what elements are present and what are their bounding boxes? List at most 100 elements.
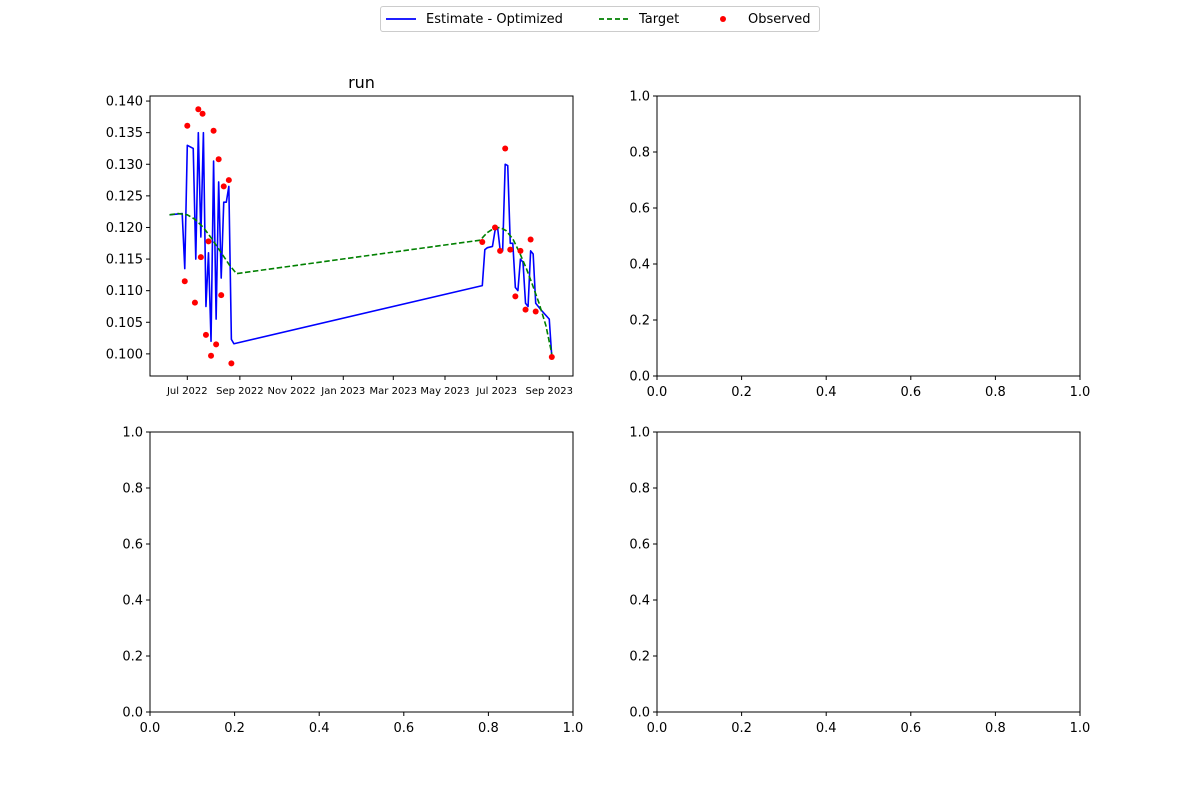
observed-point xyxy=(184,122,191,129)
y-tick-label: 0.4 xyxy=(629,258,650,273)
chart-bottom-right: 0.0 0.2 0.4 0.6 0.8 1.0 0.0 0.2 0.4 0.6 0.8 1.0 xyxy=(629,426,1090,737)
observed-point xyxy=(202,331,209,338)
y-tick-label: 0.120 xyxy=(106,221,143,236)
observed-point xyxy=(517,247,524,254)
observed-point xyxy=(527,236,534,243)
y-tick-label: 1.0 xyxy=(629,426,650,441)
chart-bottom-left: 0.0 0.2 0.4 0.6 0.8 1.0 0.0 0.2 0.4 0.6 0.8 1.0 xyxy=(122,426,583,737)
observed-point xyxy=(205,238,212,245)
x-tick-label: 0.4 xyxy=(309,721,330,736)
observed-point xyxy=(492,224,499,231)
legend-label: Observed xyxy=(748,11,811,27)
y-tick-label: 0.105 xyxy=(106,316,143,331)
y-tick-label: 0.4 xyxy=(122,594,143,609)
y-tick-label: 0.0 xyxy=(629,370,650,385)
x-tick-label: Mar 2023 xyxy=(370,386,418,397)
y-tick-label: 0.8 xyxy=(122,482,143,497)
x-tick-label: 1.0 xyxy=(1070,385,1091,400)
y-tick-label: 0.2 xyxy=(122,650,143,665)
observed-point xyxy=(181,278,188,285)
series-estimate xyxy=(169,131,553,358)
y-tick-label: 0.6 xyxy=(629,538,650,553)
observed-point xyxy=(208,352,215,359)
target-line xyxy=(169,212,553,355)
x-tick-label: 0.0 xyxy=(140,721,161,736)
chart-title: run xyxy=(348,73,375,92)
observed-point xyxy=(220,183,227,190)
observed-point xyxy=(199,110,206,117)
y-tick-label: 0.140 xyxy=(106,95,143,110)
y-tick-label: 0.6 xyxy=(122,538,143,553)
x-tick-label: Sep 2022 xyxy=(216,386,263,397)
x-tick-label: 0.6 xyxy=(900,721,921,736)
x-tick-label: 0.8 xyxy=(478,721,499,736)
legend: Estimate - Optimized Target Observed xyxy=(380,6,820,32)
observed-point xyxy=(228,360,235,367)
x-tick-label: Jul 2022 xyxy=(166,386,208,397)
observed-point xyxy=(532,308,539,315)
x-tick-label: 0.6 xyxy=(900,385,921,400)
y-tick-label: 0.0 xyxy=(122,706,143,721)
x-tick-label: Jan 2023 xyxy=(320,386,365,397)
x-tick-label: 0.2 xyxy=(224,721,245,736)
observed-point xyxy=(225,177,232,184)
observed-point xyxy=(479,239,486,246)
x-tick-label: 0.4 xyxy=(816,385,837,400)
legend-item-target: Target xyxy=(599,11,679,27)
observed-point xyxy=(512,293,519,300)
x-tick-label: May 2023 xyxy=(420,386,469,397)
y-tick-label: 0.8 xyxy=(629,146,650,161)
observed-point xyxy=(497,247,504,254)
y-tick-label: 0.125 xyxy=(106,189,143,204)
x-tick-label: 0.2 xyxy=(731,721,752,736)
x-tick-label: Nov 2022 xyxy=(267,386,315,397)
y-tick-label: 0.130 xyxy=(106,158,143,173)
legend-label: Estimate - Optimized xyxy=(426,11,563,27)
chart-run: run 0.100 0.105 0.110 0.115 0.120 0.125 0.130 0.… xyxy=(106,73,574,397)
x-tick-label: 0.8 xyxy=(985,385,1006,400)
legend-dashed-line-icon xyxy=(599,18,629,20)
axes-frame xyxy=(149,431,574,713)
legend-item-observed: Observed xyxy=(708,11,811,27)
y-tick-label: 1.0 xyxy=(122,426,143,441)
estimate-line xyxy=(169,131,553,358)
y-tick-label: 1.0 xyxy=(629,90,650,105)
legend-item-estimate: Estimate - Optimized xyxy=(386,11,563,27)
observed-point xyxy=(191,299,198,306)
observed-point xyxy=(507,246,514,253)
observed-point xyxy=(210,127,217,134)
y-tick-label: 0.2 xyxy=(629,650,650,665)
x-tick-label: 0.0 xyxy=(647,721,668,736)
observed-point xyxy=(215,156,222,163)
y-tick-label: 0.6 xyxy=(629,202,650,217)
y-tick-label: 0.110 xyxy=(106,284,143,299)
chart-top-right: 0.0 0.2 0.4 0.6 0.8 1.0 0.0 0.2 0.4 0.6 0.8 1.0 xyxy=(629,90,1090,401)
axes-frame xyxy=(656,431,1081,713)
x-tick-label: 0.6 xyxy=(393,721,414,736)
y-tick-label: 0.2 xyxy=(629,314,650,329)
observed-point xyxy=(195,106,202,113)
legend-label: Target xyxy=(639,11,680,27)
x-tick-label: Sep 2023 xyxy=(526,386,573,397)
y-tick-label: 0.135 xyxy=(106,126,143,141)
series-observed xyxy=(181,106,555,367)
y-tick-label: 0.8 xyxy=(629,482,650,497)
x-tick-label: 1.0 xyxy=(1070,721,1091,736)
y-tick-label: 0.4 xyxy=(629,594,650,609)
observed-point xyxy=(548,354,555,361)
legend-dot-icon xyxy=(720,16,726,22)
x-tick-label: 0.2 xyxy=(731,385,752,400)
observed-point xyxy=(522,306,529,313)
y-tick-label: 0.115 xyxy=(106,253,143,268)
axes-frame xyxy=(656,95,1081,377)
axes-frame xyxy=(149,95,574,377)
observed-point xyxy=(213,341,220,348)
x-tick-label: 1.0 xyxy=(563,721,584,736)
x-tick-label: Jul 2023 xyxy=(475,386,517,397)
x-tick-label: 0.0 xyxy=(647,385,668,400)
legend-line-icon xyxy=(386,18,416,20)
x-tick-label: 0.4 xyxy=(816,721,837,736)
x-tick-label: 0.8 xyxy=(985,721,1006,736)
observed-point xyxy=(218,292,225,299)
